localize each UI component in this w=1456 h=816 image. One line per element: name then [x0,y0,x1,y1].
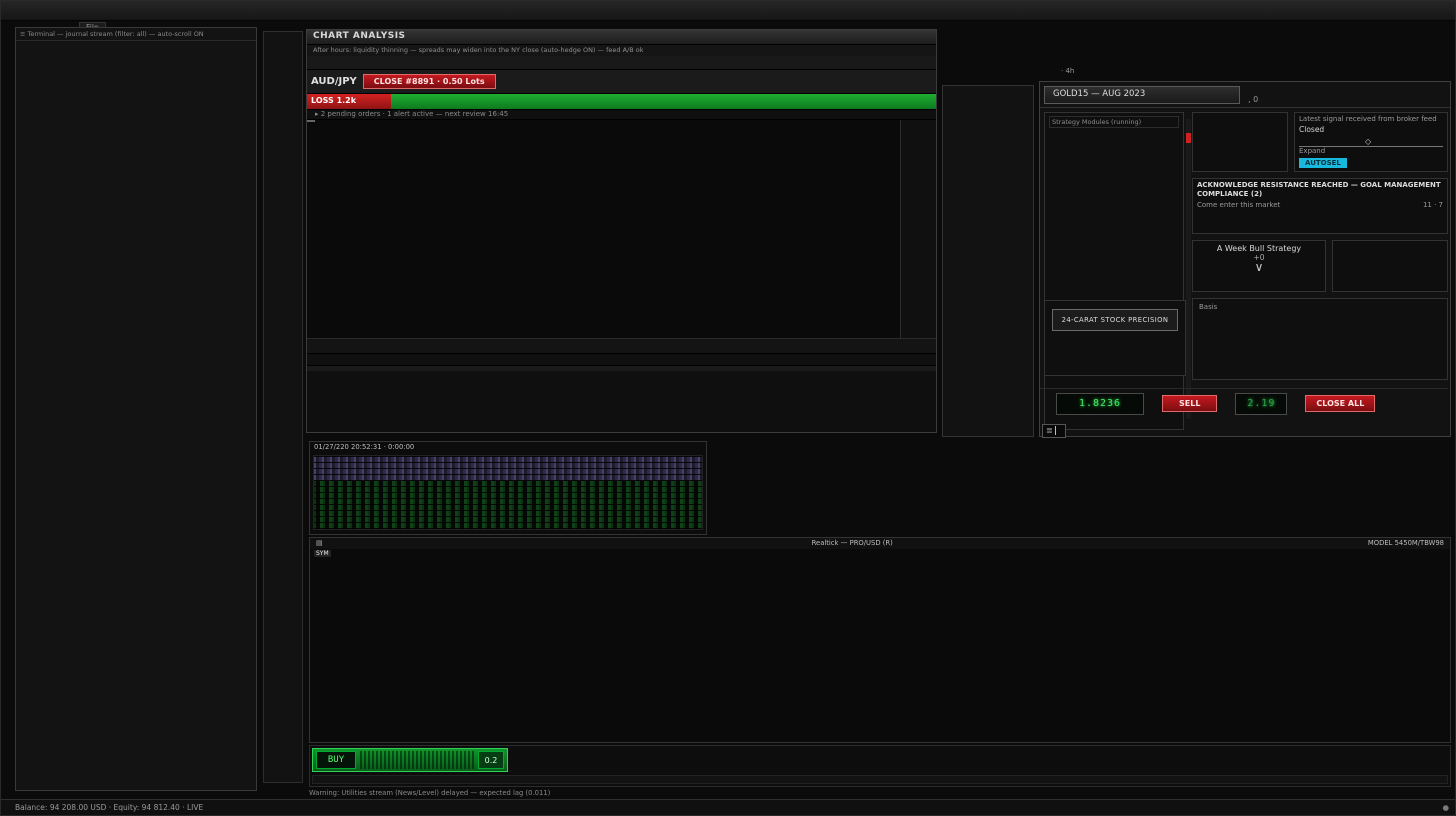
strategy-card-count: +0 [1253,253,1265,262]
status-bar: Balance: 94 208.00 USD · Equity: 94 812.… [1,799,1455,815]
candlestick-plot[interactable] [309,120,901,338]
autosel-button[interactable]: AUTOSEL [1299,158,1347,168]
modules-list: Strategy Modules (running) [1044,112,1191,430]
chart-menu-icon[interactable]: ▤ [316,539,323,547]
close-all-button[interactable]: CLOSE ALL [1305,395,1376,412]
equity-chart-model: MODEL 5450M/TBW98 [1367,539,1444,547]
journal-summary [16,762,256,766]
journal-sidebar: ≡ Terminal — journal stream (filter: all… [15,27,257,791]
volume-spectrogram [313,455,703,530]
equity-chart-panel: ▤ Realtick — PRO/USD (R) MODEL 5450M/TBW… [309,537,1451,743]
buy-button[interactable]: BUY 0.2 [312,748,508,772]
buy-qty-box: 0.2 [478,751,504,769]
pnl-progress-bar: LOSS 1.2k [307,94,936,110]
strategy-window: GOLD15 — AUG 2023 ‚ 0 Strategy Modules (… [1039,81,1451,438]
basis-report-box: Basis [1192,298,1448,380]
symbol-tag: SYM [314,550,331,557]
price-scale[interactable] [900,120,936,338]
chart-scrollbar[interactable] [307,365,936,371]
chart-window: CHART ANALYSIS After hours: liquidity th… [306,29,937,433]
loss-segment: LOSS 1.2k [307,94,391,109]
spectrogram-title: 01/27/220 20:52:31 · 0:00:00 [314,443,415,451]
precision-box: 24-CARAT STOCK PRECISION [1044,300,1186,376]
strategy-panel: · 4h GOLD15 — AUG 2023 ‚ 0 Strategy Modu… [1039,67,1451,439]
symbol-label: AUD/JPY [311,76,357,87]
chart-legend [307,338,936,353]
quick-trade-row: 1.8236 SELL 2.19 CLOSE ALL [1040,388,1448,418]
sell-button[interactable]: SELL [1162,395,1218,412]
drawing-toolbar [263,31,303,783]
chart-info-line: After hours: liquidity thinning — spread… [307,45,936,56]
precision-button[interactable]: 24-CARAT STOCK PRECISION [1052,309,1178,331]
strategy-tab[interactable]: GOLD15 — AUG 2023 [1044,86,1240,104]
signal-preview-box [1192,112,1288,172]
strategy-card[interactable]: A Week Bull Strategy +0 ∨ [1192,240,1326,292]
compliance-sub: Come enter this market [1197,201,1281,210]
modules-list-header: Strategy Modules (running) [1049,116,1179,128]
timeframe-mini-label: · 4h [1061,67,1075,75]
signal-status-box: Latest signal received from broker feed … [1294,112,1448,172]
buy-led-display: BUY [316,751,356,769]
divider [1299,146,1443,147]
order-comment-input[interactable] [312,775,1448,784]
list-icon: ≣ [1046,426,1053,435]
trade-toolbar: AUD/JPY CLOSE #8891 · 0.50 Lots [307,70,936,94]
qty-led-display: 2.19 [1235,392,1288,415]
status-balance: Balance: 94 208.00 USD · Equity: 94 812.… [15,803,204,812]
strategy-tab-extra: ‚ 0 [1248,95,1259,104]
basis-label: Basis [1199,303,1218,311]
compliance-corner: 11 · 7 [1422,201,1443,210]
candlestick-chart[interactable] [307,120,936,338]
compliance-header: ACKNOWLEDGE RESISTANCE REACHED — GOAL MA… [1197,181,1441,199]
strategy-card-empty [1332,240,1448,292]
buy-button-texture [360,751,474,769]
journal-filter-bar[interactable]: ≡ Terminal — journal stream (filter: all… [16,28,256,41]
positions-note: ▸ 2 pending orders · 1 alert active — ne… [307,110,936,120]
chart-window-title: CHART ANALYSIS [307,30,936,45]
journal-rows [16,41,256,43]
order-entry-bar: BUY 0.2 [309,745,1451,787]
time-axis[interactable] [307,353,936,365]
modules-scrollbar[interactable] [1186,119,1191,419]
menubar [1,1,1455,21]
price-led-display: 1.8236 [1056,392,1144,415]
expand-label[interactable]: Expand [1299,147,1326,155]
close-position-button[interactable]: CLOSE #8891 · 0.50 Lots [362,74,496,89]
equity-area-plot[interactable] [310,549,1450,743]
chevron-down-icon[interactable]: ∨ [1254,260,1264,274]
signal-line: Latest signal received from broker feed [1299,115,1437,123]
orders-column-headers [307,56,936,70]
equity-chart-title: Realtick — PRO/USD (R) [811,539,893,547]
signal-closed-label: Closed [1299,125,1325,134]
indicator-toolbar [942,85,1034,437]
spectrogram-panel: 01/27/220 20:52:31 · 0:00:00 [309,441,707,535]
compliance-box: ACKNOWLEDGE RESISTANCE REACHED — GOAL MA… [1192,178,1448,234]
strategy-tabbar: GOLD15 — AUG 2023 ‚ 0 [1040,82,1450,108]
quick-entry-input[interactable]: ≣ [1042,424,1066,438]
strategy-card-title: A Week Bull Strategy [1216,244,1302,253]
diamond-marker-icon: ◇ [1365,137,1372,146]
warning-message: Warning: Utilities stream (News/Level) d… [309,789,551,797]
connection-icon: ● [1442,803,1449,812]
fib-level-tag [307,120,315,122]
profit-segment [391,94,936,109]
equity-chart-header: ▤ Realtick — PRO/USD (R) MODEL 5450M/TBW… [310,538,1450,549]
